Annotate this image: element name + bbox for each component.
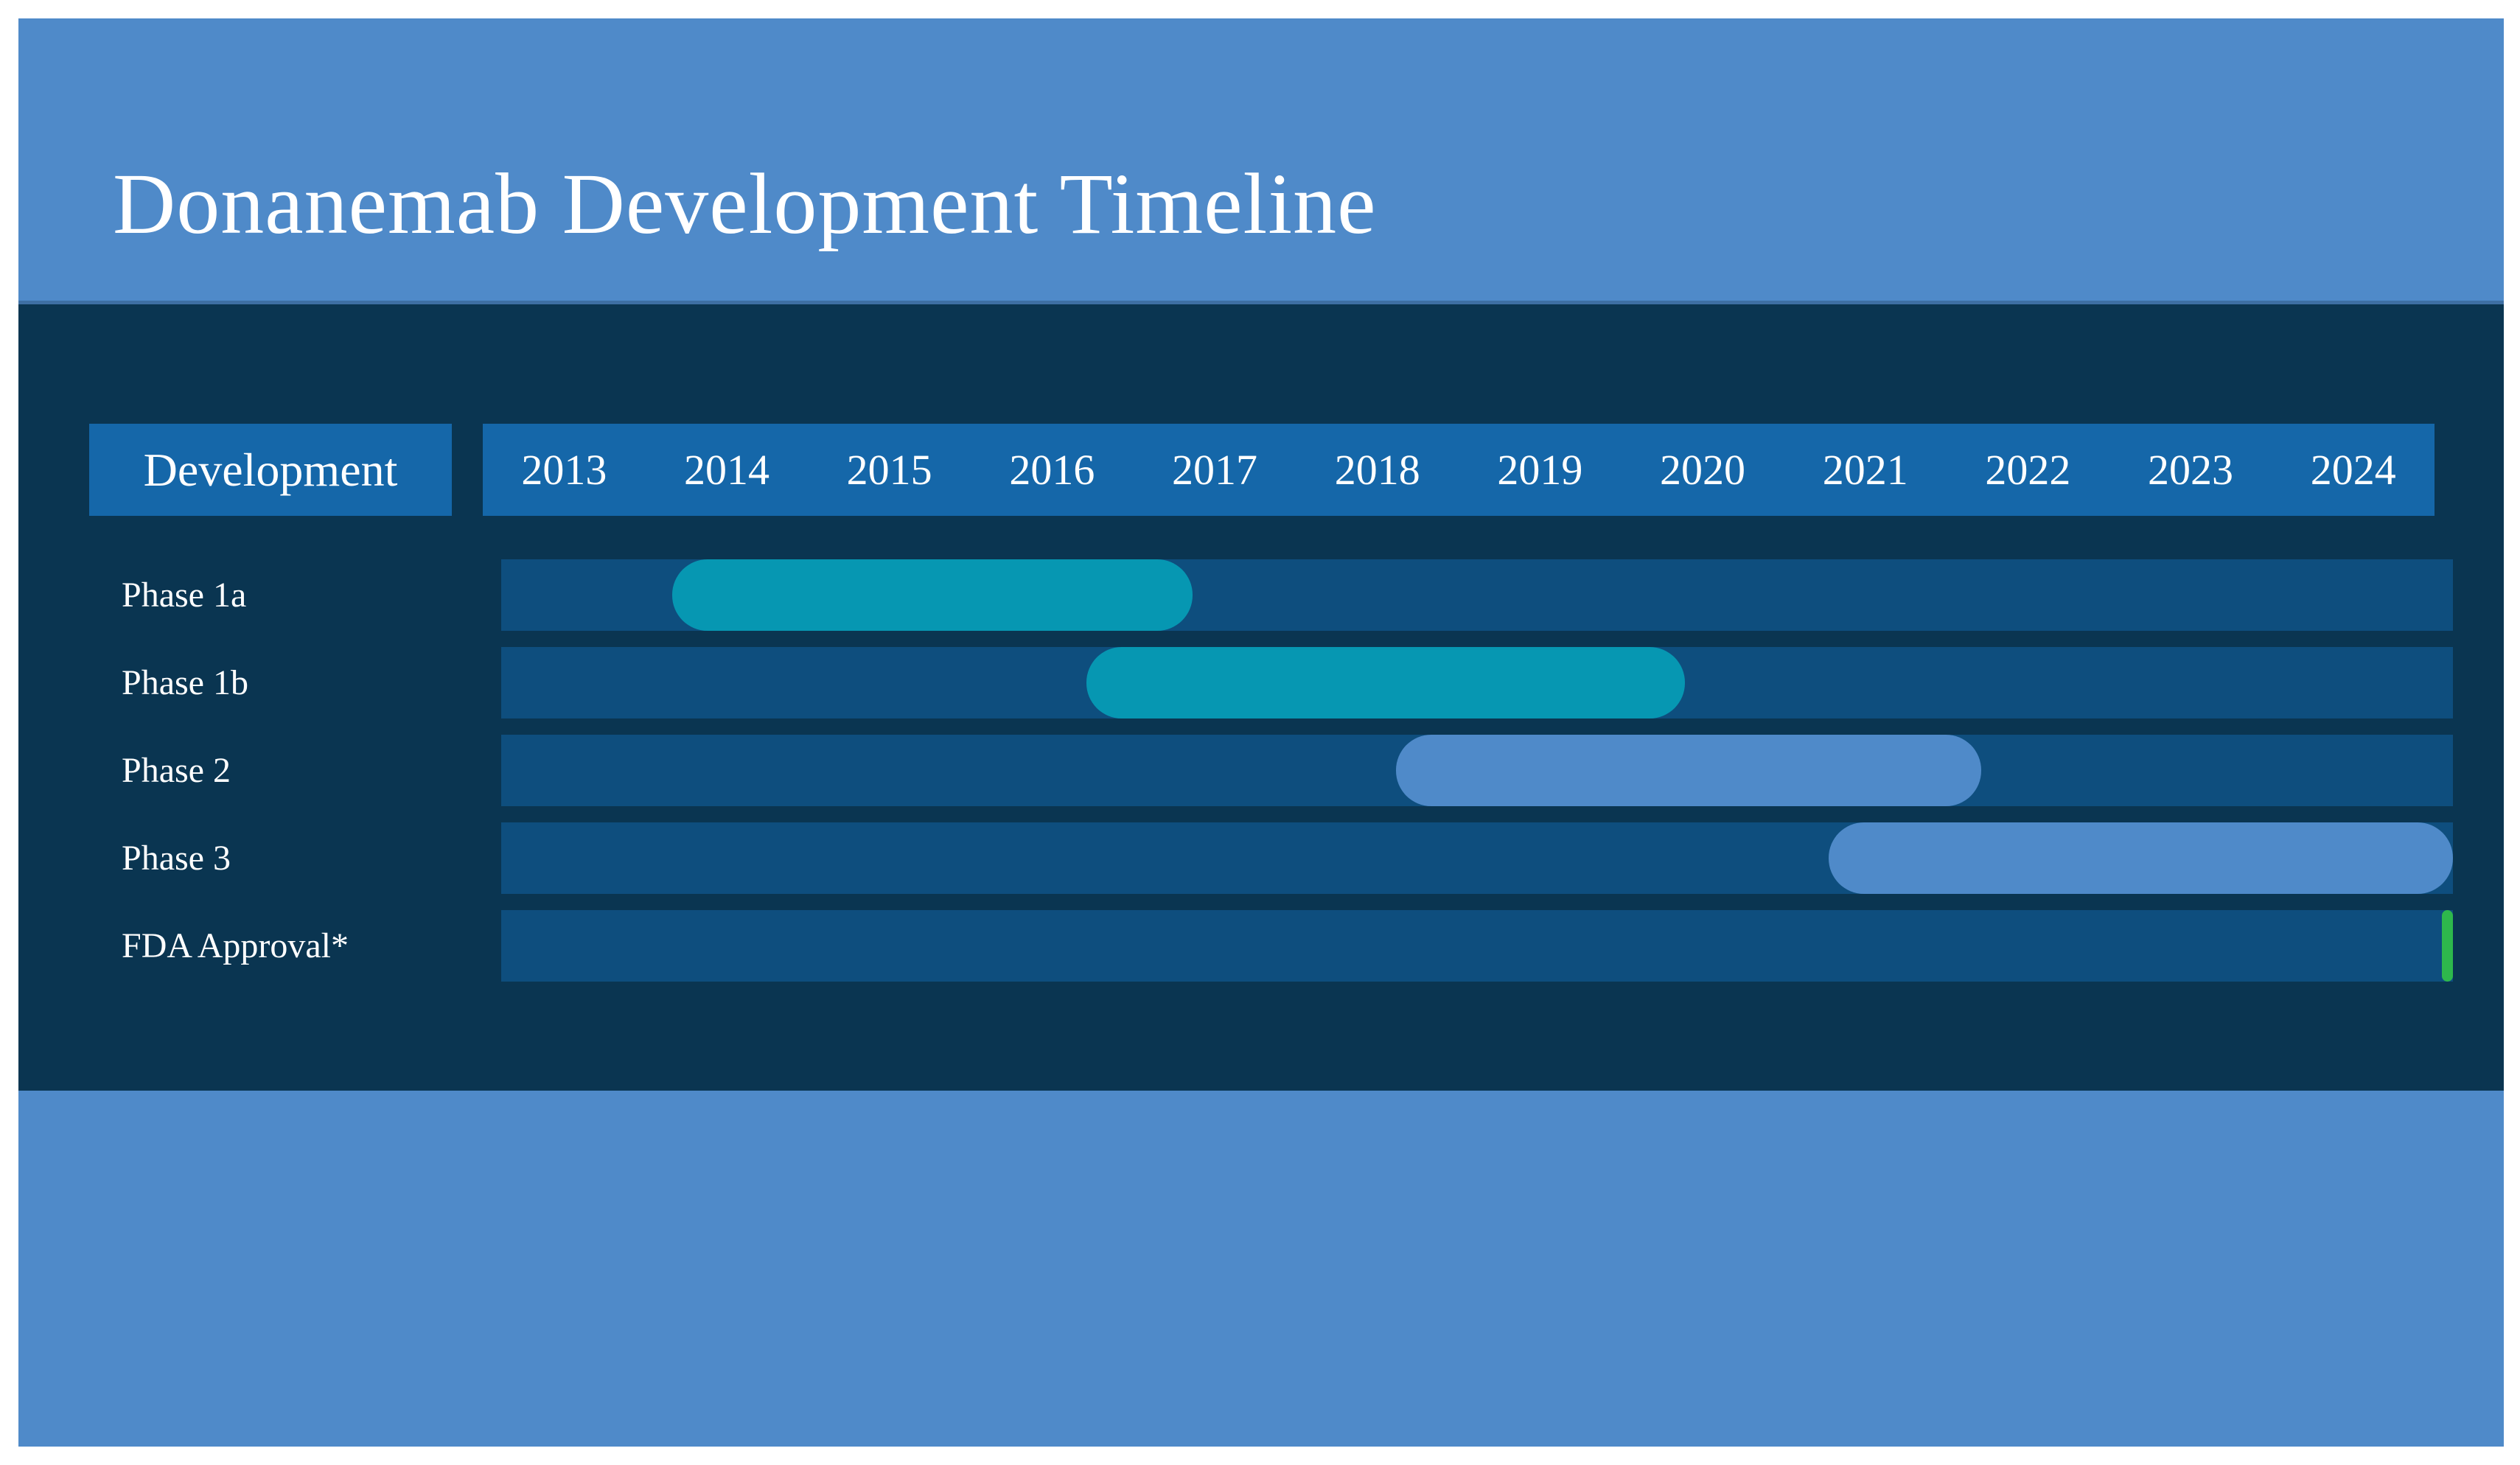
timeline-row: Phase 1b [18, 647, 2520, 718]
year-label: 2014 [684, 446, 769, 494]
timeline-row: Phase 3 [18, 822, 2520, 894]
year-label: 2019 [1497, 446, 1583, 494]
row-label: Phase 2 [122, 751, 231, 790]
year-label: 2020 [1660, 446, 1746, 494]
phase-bar [671, 559, 1193, 631]
row-label: Phase 1b [122, 663, 248, 702]
timeline-row: Phase 1a [18, 559, 2520, 631]
row-label: FDA Approval* [122, 926, 349, 965]
year-label: 2024 [2310, 446, 2396, 494]
year-label: 2017 [1172, 446, 1258, 494]
year-label: 2023 [2148, 446, 2234, 494]
row-track [501, 559, 2453, 631]
development-header-cell: Development [89, 424, 452, 516]
row-label: Phase 3 [122, 839, 231, 878]
phase-bar [1395, 735, 1982, 806]
year-axis-header: 2013 2014 2015 2016 2017 2018 2019 2020 2021 2022… [483, 424, 2435, 516]
milestone-marker [2441, 910, 2453, 982]
timeline-row: Phase 2 [18, 735, 2520, 806]
year-label: 2018 [1334, 446, 1420, 494]
slide-title: Donanemab Development Timeline [113, 155, 1377, 252]
gantt-rows-container: Phase 1a Phase 1b Phase 2 Phase 3 FDA Approv… [18, 304, 2504, 1091]
gantt-panel: Phase 1a Phase 1b Phase 2 Phase 3 FDA Approv… [18, 304, 2504, 1091]
timeline-row: FDA Approval* [18, 910, 2520, 982]
phase-bar [1828, 822, 2453, 894]
phase-bar [1086, 647, 1686, 718]
year-label: 2015 [846, 446, 932, 494]
row-track [501, 647, 2453, 718]
row-track [501, 910, 2453, 982]
year-label: 2016 [1009, 446, 1095, 494]
row-track [501, 735, 2453, 806]
row-label: Phase 1a [122, 576, 247, 615]
year-label: 2013 [521, 446, 607, 494]
title-banner: Donanemab Development Timeline [18, 18, 2504, 304]
row-track [501, 822, 2453, 894]
footer-band: *End of 2024 [18, 1091, 2504, 1447]
year-label: 2022 [1985, 446, 2071, 494]
year-label: 2021 [1822, 446, 1908, 494]
